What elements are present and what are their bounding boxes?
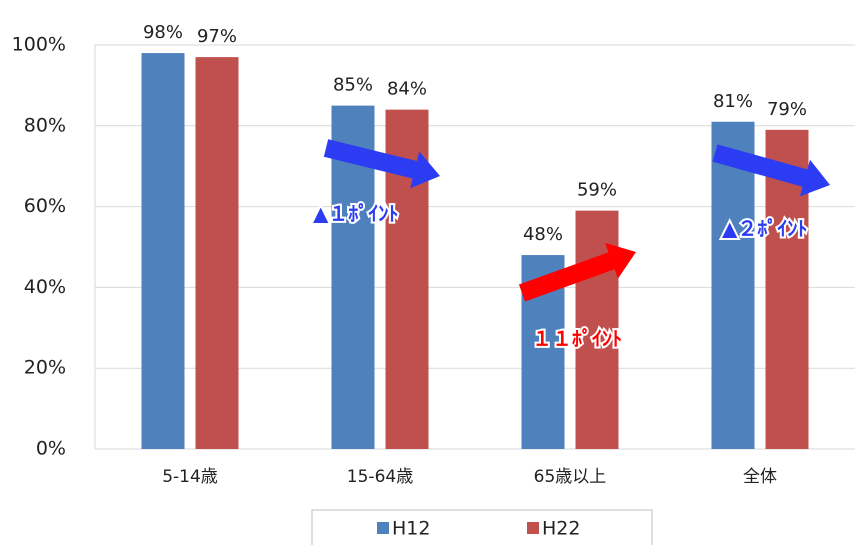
y-tick-label: 100% <box>12 34 66 56</box>
value-label: 79% <box>767 99 807 120</box>
value-label: 84% <box>387 79 427 100</box>
y-tick-label: 0% <box>36 438 66 460</box>
x-tick-label: 全体 <box>743 467 777 487</box>
arrow <box>323 139 440 189</box>
bar <box>711 121 755 449</box>
y-tick-label: 80% <box>24 114 66 136</box>
y-tick-label: 60% <box>24 195 66 217</box>
bar <box>141 53 185 450</box>
value-label: 81% <box>713 91 753 112</box>
x-tick-label: 65歳以上 <box>534 467 607 487</box>
annotation: １１ﾎﾟｲﾝﾄ <box>532 327 622 351</box>
bar <box>195 57 239 450</box>
legend-box <box>311 509 653 545</box>
value-label: 98% <box>143 22 183 43</box>
legend-label: H22 <box>542 518 580 540</box>
value-label: 48% <box>523 224 563 245</box>
annotation: ▲２ﾎﾟｲﾝﾄ <box>722 217 807 241</box>
y-tick-label: 20% <box>24 357 66 379</box>
annotation: ▲１ﾎﾟｲﾝﾄ <box>313 202 398 226</box>
y-tick-label: 40% <box>24 276 66 298</box>
value-label: 59% <box>577 180 617 201</box>
value-label: 97% <box>197 26 237 47</box>
arrow <box>518 242 636 302</box>
value-label: 85% <box>333 75 373 96</box>
x-tick-label: 15-64歳 <box>347 467 413 487</box>
legend-label: H12 <box>392 518 430 540</box>
arrow <box>712 144 830 197</box>
legend-swatch <box>527 522 539 534</box>
x-tick-label: 5-14歳 <box>162 467 218 487</box>
legend-swatch <box>377 522 389 534</box>
